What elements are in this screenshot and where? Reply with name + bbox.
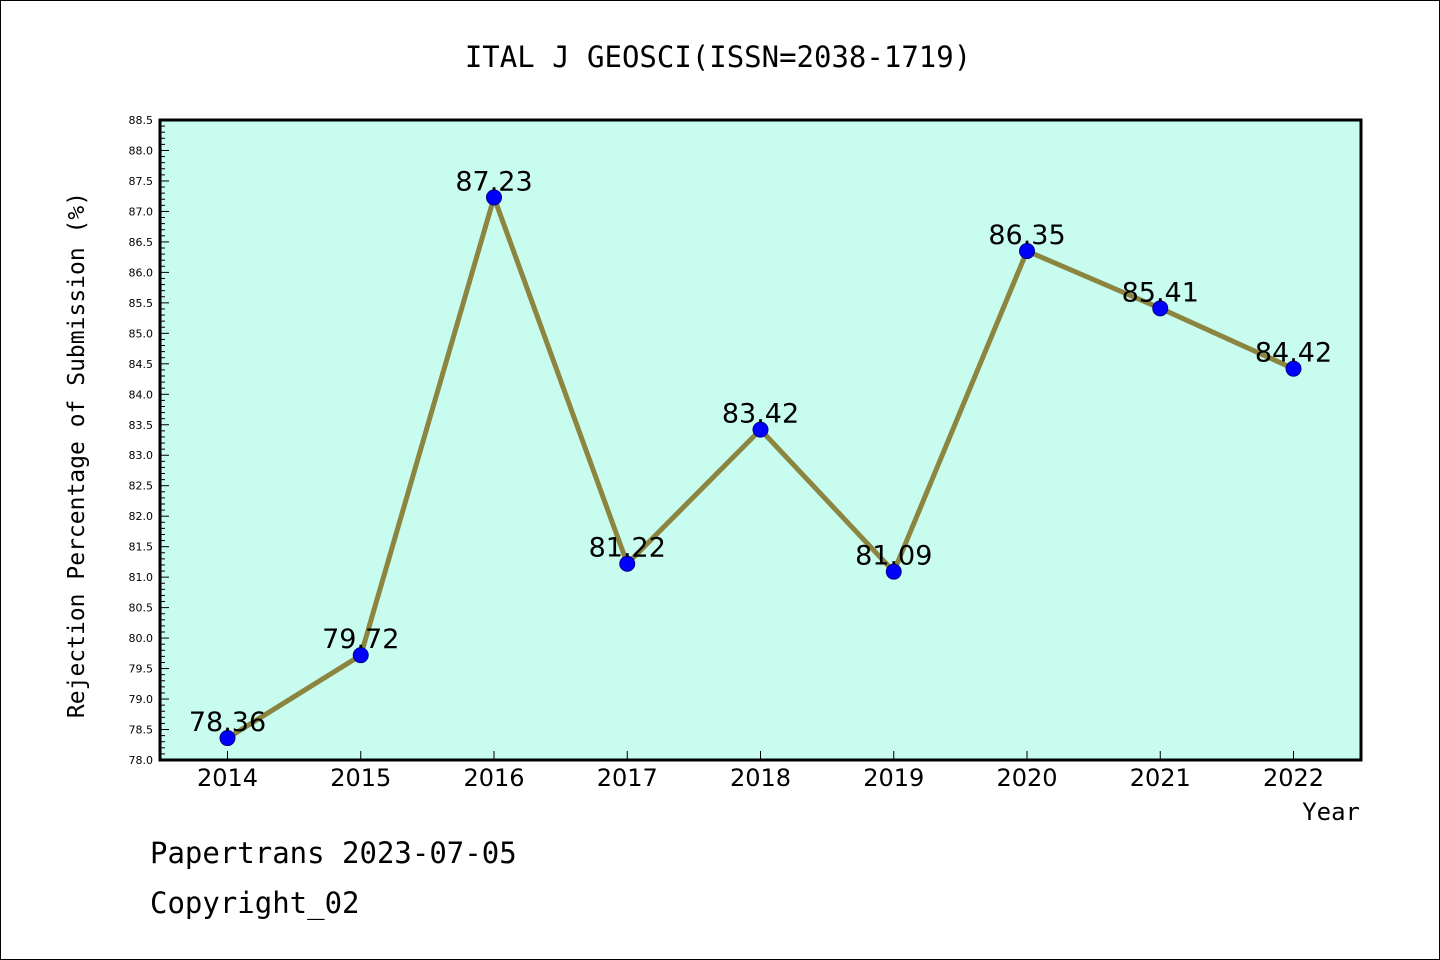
- data-point: [619, 555, 636, 572]
- y-tick-label: 79.5: [129, 663, 154, 676]
- y-tick-label: 80.5: [129, 602, 154, 615]
- y-tick-label: 85.5: [129, 297, 154, 310]
- footer-copyright: Copyright_02: [150, 886, 360, 920]
- data-label: 87.23: [455, 166, 532, 197]
- chart-title: ITAL J GEOSCI(ISSN=2038-1719): [465, 40, 971, 74]
- x-tick-label: 2015: [330, 764, 391, 792]
- y-tick-label: 79.0: [129, 693, 154, 706]
- y-tick-label: 85.0: [129, 327, 154, 340]
- data-point: [1152, 300, 1169, 317]
- data-point: [352, 647, 369, 664]
- footer-date: Papertrans 2023-07-05: [150, 836, 517, 870]
- data-point: [752, 421, 769, 438]
- y-tick-label: 84.5: [129, 358, 154, 371]
- x-axis-label: Year: [1302, 798, 1360, 826]
- data-markers: [219, 189, 1302, 747]
- y-tick-label: 83.0: [129, 449, 154, 462]
- x-tick-label: 2016: [463, 764, 524, 792]
- y-tick-label: 82.5: [129, 480, 154, 493]
- data-label: 81.22: [589, 533, 666, 564]
- y-axis: 78.0 78.5 79.0 79.5 80.0 80.5 81.0 81.5 82.0 82.5…: [129, 114, 169, 767]
- x-tick-label: 2018: [730, 764, 791, 792]
- plot-area: [158, 118, 1363, 762]
- y-tick-label: 78.0: [129, 754, 154, 767]
- y-tick-label: 83.5: [129, 419, 154, 432]
- data-label: 85.41: [1122, 277, 1199, 308]
- x-tick-label: 2019: [863, 764, 924, 792]
- x-axis: 2014 2015 2016 2017 2018 2019 2020 2021 2022: [197, 751, 1324, 792]
- y-tick-label: 88.0: [129, 144, 154, 157]
- data-point: [1285, 360, 1302, 377]
- data-label: 86.35: [988, 220, 1065, 251]
- data-point: [486, 189, 502, 206]
- y-tick-label: 84.0: [129, 388, 154, 401]
- x-tick-label: 2017: [597, 764, 658, 792]
- data-label: 83.42: [722, 399, 799, 430]
- y-tick-label: 86.5: [129, 236, 154, 249]
- y-axis-label: Rejection Percentage of Submission (%): [64, 192, 90, 718]
- y-tick-label: 87.5: [129, 175, 154, 188]
- y-tick-label: 80.0: [129, 632, 154, 645]
- data-point: [1019, 243, 1035, 260]
- y-tick-label: 78.5: [129, 724, 154, 737]
- x-tick-label: 2014: [197, 764, 258, 792]
- data-label: 79.72: [322, 624, 399, 655]
- x-tick-label: 2021: [1130, 764, 1191, 792]
- data-label: 78.36: [189, 707, 266, 738]
- data-point: [885, 563, 902, 580]
- x-tick-label: 2022: [1263, 764, 1324, 792]
- y-tick-label: 82.0: [129, 510, 154, 523]
- data-labels: 78.36 79.72 87.23 81.22 83.42 81.09 86.35 85.41…: [189, 166, 1332, 738]
- x-tick-label: 2020: [996, 764, 1057, 792]
- y-tick-label: 87.0: [129, 205, 154, 218]
- data-point: [219, 730, 236, 747]
- y-tick-label: 86.0: [129, 266, 154, 279]
- data-label: 84.42: [1255, 338, 1332, 369]
- data-label: 81.09: [855, 541, 932, 572]
- y-tick-label: 81.0: [129, 571, 154, 584]
- y-tick-label: 81.5: [129, 541, 154, 554]
- y-tick-label: 88.5: [129, 114, 154, 127]
